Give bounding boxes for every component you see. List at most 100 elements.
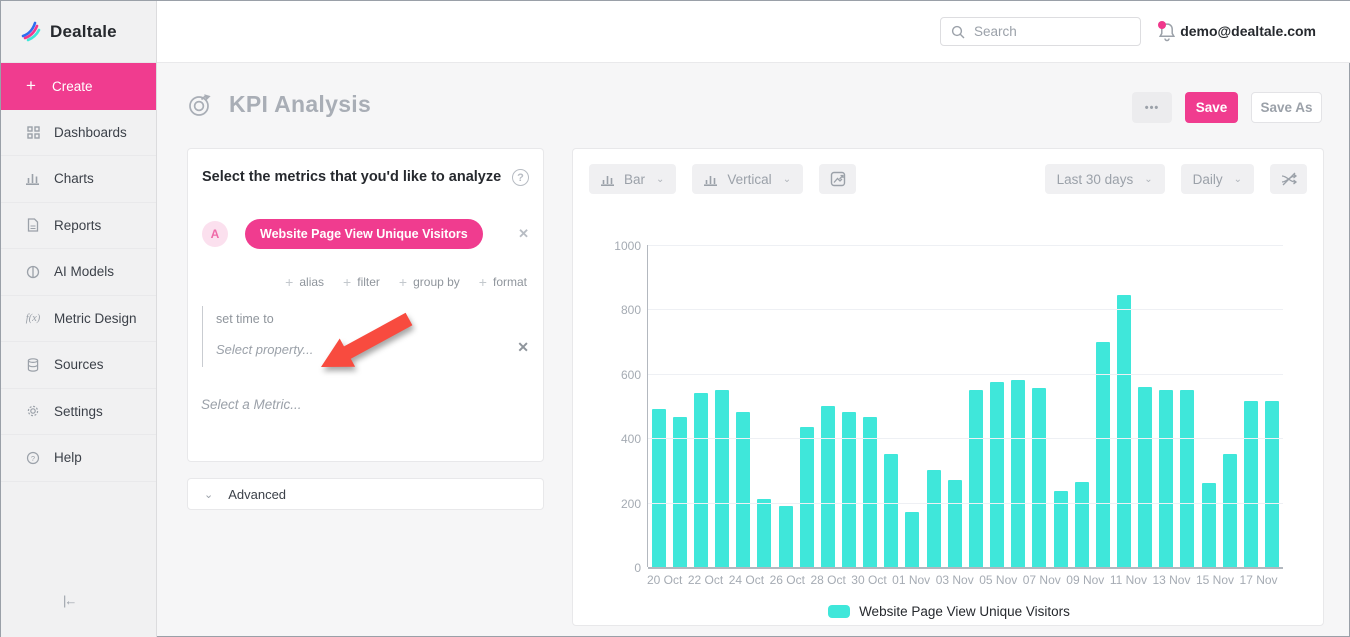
chevron-down-icon: ⌄	[656, 173, 665, 185]
x-tick-label: 09 Nov	[1066, 573, 1105, 587]
export-image-button[interactable]	[819, 164, 857, 194]
granularity-value: Daily	[1192, 171, 1223, 187]
search-icon	[951, 25, 965, 38]
bar[interactable]	[1159, 389, 1174, 567]
legend-label: Website Page View Unique Visitors	[859, 604, 1070, 619]
bar[interactable]	[884, 454, 899, 567]
user-email[interactable]: demo@dealtale.com	[1180, 23, 1316, 39]
bar[interactable]	[863, 417, 878, 567]
bar[interactable]	[926, 470, 941, 567]
chart-type-dropdown[interactable]: Bar ⌄	[589, 164, 677, 194]
search-input[interactable]	[974, 24, 1124, 39]
bar[interactable]	[715, 389, 730, 567]
help-icon[interactable]: ?	[512, 169, 529, 186]
sidebar-item-charts[interactable]: Charts	[1, 156, 156, 203]
bar[interactable]	[990, 381, 1005, 567]
sidebar-item-create[interactable]: + Create	[1, 63, 156, 110]
advanced-accordion[interactable]: ⌄ Advanced	[187, 478, 544, 510]
bar[interactable]	[1265, 401, 1280, 567]
bar[interactable]	[1074, 481, 1089, 567]
add-group-by-link[interactable]: + group by	[399, 274, 460, 290]
collapse-sidebar-icon[interactable]: |←	[63, 593, 77, 608]
plus-icon: +	[26, 76, 36, 96]
sidebar-item-label: Dashboards	[54, 124, 127, 140]
bar[interactable]	[1011, 380, 1026, 567]
gridline	[648, 245, 1283, 246]
metric-chip[interactable]: Website Page View Unique Visitors	[245, 219, 483, 249]
search-box[interactable]	[940, 17, 1141, 46]
bar[interactable]	[820, 406, 835, 567]
gridline	[648, 567, 1283, 569]
save-button[interactable]: Save	[1185, 92, 1238, 123]
bar[interactable]	[1095, 341, 1110, 567]
bar[interactable]	[736, 412, 751, 567]
plus-icon: +	[343, 274, 352, 290]
bar[interactable]	[651, 409, 666, 567]
bar[interactable]	[1222, 454, 1237, 567]
bar[interactable]	[968, 389, 983, 567]
sidebar-item-reports[interactable]: Reports	[1, 203, 156, 249]
document-icon	[25, 218, 41, 232]
more-options-button[interactable]: •••	[1132, 92, 1172, 123]
notification-dot	[1158, 21, 1166, 29]
notification-bell-icon[interactable]	[1157, 21, 1179, 43]
add-alias-link[interactable]: + alias	[285, 274, 324, 290]
sidebar-item-settings[interactable]: Settings	[1, 389, 156, 435]
sidebar-item-metric-design[interactable]: f(x) Metric Design	[1, 296, 156, 342]
bar[interactable]	[672, 417, 687, 567]
sidebar-item-label: Create	[52, 78, 93, 94]
no-compare-icon	[1281, 172, 1297, 186]
add-filter-link[interactable]: + filter	[343, 274, 380, 290]
select-metric-field[interactable]: Select a Metric...	[201, 397, 302, 412]
bar[interactable]	[905, 512, 920, 567]
bar[interactable]	[1117, 294, 1132, 567]
bar[interactable]	[1180, 389, 1195, 567]
chart-legend: Website Page View Unique Visitors	[573, 604, 1325, 619]
remove-set-time-icon[interactable]: ✕	[517, 339, 529, 355]
bar[interactable]	[757, 499, 772, 567]
page-header: KPI Analysis ••• Save Save As	[187, 91, 1322, 125]
bar[interactable]	[947, 480, 962, 567]
bar[interactable]	[693, 393, 708, 567]
topbar: demo@dealtale.com	[157, 1, 1350, 63]
x-tick-label: 24 Oct	[728, 573, 765, 587]
bar[interactable]	[1201, 483, 1216, 567]
orientation-dropdown[interactable]: Vertical ⌄	[692, 164, 804, 194]
add-format-link[interactable]: + format	[479, 274, 527, 290]
sidebar-item-label: Charts	[54, 171, 94, 187]
bar[interactable]	[799, 426, 814, 567]
bar[interactable]	[1138, 386, 1153, 567]
sidebar-item-sources[interactable]: Sources	[1, 342, 156, 389]
bar-chart-icon	[25, 172, 41, 186]
date-range-dropdown[interactable]: Last 30 days ⌄	[1044, 164, 1165, 194]
gear-icon	[25, 404, 41, 418]
sidebar-item-label: AI Models	[54, 264, 115, 280]
x-tick-label: 05 Nov	[979, 573, 1018, 587]
svg-text:?: ?	[31, 454, 35, 463]
x-tick-label: 03 Nov	[935, 573, 974, 587]
bar[interactable]	[1032, 388, 1047, 567]
chart-type-value: Bar	[624, 171, 646, 187]
select-property-field[interactable]: Select property...	[216, 342, 314, 357]
save-as-button[interactable]: Save As	[1251, 92, 1322, 123]
legend-swatch	[828, 605, 851, 618]
bar[interactable]	[778, 505, 793, 567]
ellipsis-icon: •••	[1144, 101, 1160, 114]
set-time-to-label: set time to	[216, 312, 274, 326]
action-label: alias	[299, 275, 325, 289]
compare-toggle-button[interactable]	[1270, 164, 1307, 194]
granularity-dropdown[interactable]: Daily ⌄	[1180, 164, 1254, 194]
sidebar-item-help[interactable]: ? Help	[1, 435, 156, 482]
x-tick-label: 11 Nov	[1109, 573, 1147, 587]
remove-metric-icon[interactable]: ✕	[518, 226, 529, 241]
page-title: KPI Analysis	[229, 91, 372, 117]
y-tick-label: 800	[620, 303, 641, 318]
bar[interactable]	[1053, 491, 1068, 567]
y-tick-label: 200	[620, 496, 641, 511]
bar[interactable]	[841, 412, 856, 567]
sidebar-item-ai-models[interactable]: AI Models	[1, 249, 156, 296]
sidebar-item-dashboards[interactable]: Dashboards	[1, 110, 156, 156]
function-icon: f(x)	[25, 312, 41, 324]
date-range-value: Last 30 days	[1056, 171, 1134, 187]
bar[interactable]	[1243, 401, 1258, 567]
